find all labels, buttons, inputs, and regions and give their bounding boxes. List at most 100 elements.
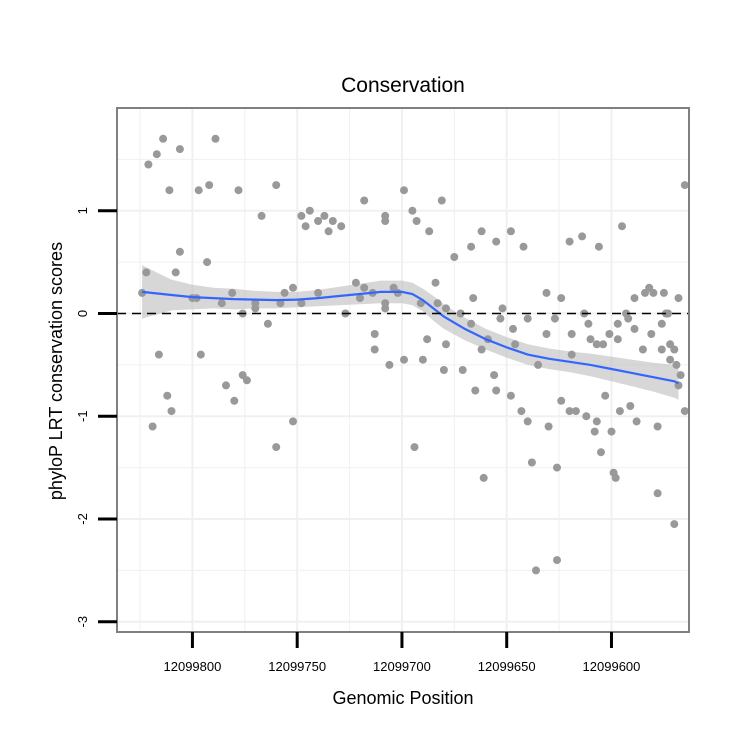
data-point [534, 360, 543, 369]
data-point [553, 463, 561, 472]
smooth-line [141, 290, 679, 385]
x-axis: 12099800 12099750 12099700 12099650 12099600 [164, 632, 641, 674]
data-point [592, 340, 601, 349]
data-point [144, 160, 153, 169]
data-point [276, 299, 285, 308]
x-tick-label: 12099600 [583, 659, 641, 674]
data-point [272, 443, 281, 452]
data-point [356, 294, 364, 303]
data-point [622, 309, 631, 318]
y-tick-label: -1 [75, 410, 90, 422]
data-point [601, 391, 610, 400]
data-point [289, 417, 297, 426]
data-point [567, 330, 576, 338]
data-point [171, 268, 180, 277]
data-point [167, 407, 176, 416]
data-point [618, 222, 626, 231]
data-point [467, 319, 476, 328]
y-tick-label: -2 [75, 513, 90, 525]
data-point [442, 340, 450, 349]
data-point [423, 335, 432, 344]
data-point [410, 443, 419, 452]
data-point [458, 366, 467, 374]
x-axis-title: Genomic Position [332, 688, 473, 708]
data-point [175, 145, 184, 154]
data-point [647, 330, 656, 338]
data-point [611, 473, 620, 482]
data-point [511, 340, 520, 349]
data-point [400, 355, 408, 364]
data-point [360, 196, 369, 205]
data-point [196, 350, 205, 359]
data-point [328, 217, 337, 225]
data-point [532, 566, 540, 575]
data-point [672, 360, 681, 369]
data-point [477, 345, 486, 354]
data-point [557, 294, 566, 303]
data-point [680, 181, 689, 190]
data-point [450, 253, 459, 261]
y-axis: -3 -2 -1 0 1 [75, 207, 117, 628]
data-point [439, 366, 448, 374]
data-point [659, 288, 668, 297]
data-point [670, 520, 679, 529]
data-point [519, 242, 528, 251]
smooth-curve [141, 290, 679, 385]
data-point [626, 402, 635, 410]
data-point [674, 294, 683, 303]
data-point [351, 278, 360, 287]
x-tick-label: 12099650 [478, 659, 536, 674]
data-point [175, 247, 184, 256]
data-point [242, 376, 251, 385]
data-point [613, 319, 622, 328]
data-point [320, 211, 329, 220]
y-axis-title: phyloP LRT conservation scores [46, 242, 66, 500]
data-point [649, 288, 658, 297]
confidence-band-area [142, 265, 679, 400]
chart-title: Conservation [341, 74, 465, 97]
data-point [676, 371, 685, 380]
y-tick-label: -3 [75, 616, 90, 628]
data-point [337, 222, 346, 231]
data-point [148, 422, 157, 431]
data-point [272, 181, 281, 190]
data-point [142, 268, 151, 277]
data-point [630, 324, 639, 333]
data-point [599, 340, 608, 349]
data-point [389, 283, 398, 292]
data-point [630, 294, 639, 303]
data-point [590, 427, 599, 436]
data-point [607, 427, 616, 436]
data-point [523, 314, 532, 323]
data-point [408, 206, 417, 215]
data-point [230, 396, 239, 405]
data-point [442, 304, 450, 313]
data-point [477, 227, 486, 236]
data-point [666, 355, 675, 364]
data-point [680, 407, 689, 416]
data-point [305, 206, 314, 215]
data-point [203, 258, 212, 267]
data-point [152, 150, 161, 159]
data-point [586, 335, 595, 344]
data-point [471, 386, 480, 395]
data-point [301, 222, 310, 231]
data-point [565, 407, 574, 416]
data-point [205, 181, 214, 190]
data-point [425, 227, 434, 236]
data-point [437, 196, 446, 205]
data-point [400, 186, 408, 195]
data-point [527, 458, 536, 467]
data-point [542, 288, 551, 297]
data-point [553, 556, 561, 565]
data-point [492, 386, 501, 395]
data-point [523, 417, 532, 426]
data-point [653, 422, 662, 431]
data-point [234, 186, 243, 195]
x-tick-label: 12099700 [373, 659, 431, 674]
x-tick-label: 12099750 [268, 659, 326, 674]
data-point [165, 186, 174, 195]
data-point [653, 489, 662, 498]
data-point [297, 299, 306, 308]
data-point [584, 319, 593, 328]
